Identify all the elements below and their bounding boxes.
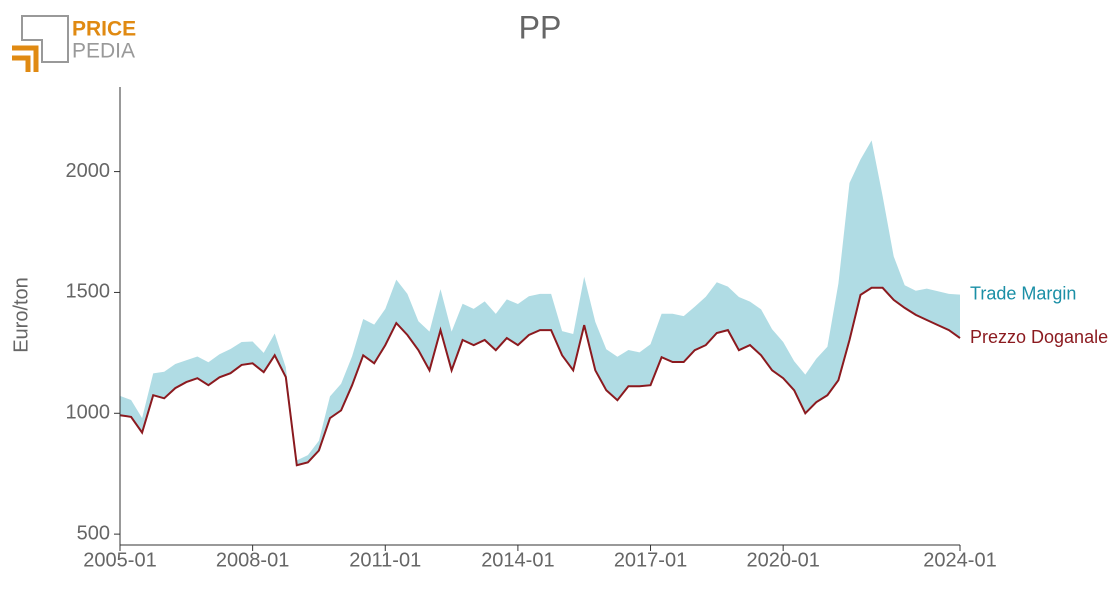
logo-text: PRICE (72, 18, 136, 41)
legend-label: Trade Margin (970, 283, 1076, 303)
x-tick-label: 2005-01 (83, 549, 156, 571)
y-tick-label: 1500 (66, 281, 111, 303)
logo-text: PEDIA (72, 40, 135, 63)
x-tick-label: 2011-01 (349, 549, 421, 571)
x-tick-label: 2020-01 (746, 549, 819, 571)
logo-mark (12, 45, 39, 72)
y-tick-label: 2000 (66, 160, 111, 182)
x-tick-label: 2017-01 (614, 549, 687, 571)
logo: PRICE PEDIA (12, 15, 136, 72)
legend-label: Prezzo Doganale (970, 327, 1108, 347)
y-axis-label: Euro/ton (10, 277, 32, 353)
x-tick-label: 2024-01 (923, 549, 996, 571)
margin-band (120, 140, 960, 466)
y-tick-label: 500 (77, 522, 110, 544)
x-tick-label: 2008-01 (216, 549, 289, 571)
x-tick-label: 2014-01 (481, 549, 554, 571)
price-line (119, 286, 961, 467)
y-tick-label: 1000 (66, 402, 111, 424)
chart-title: PP (519, 9, 562, 45)
logo-frame (21, 15, 69, 63)
